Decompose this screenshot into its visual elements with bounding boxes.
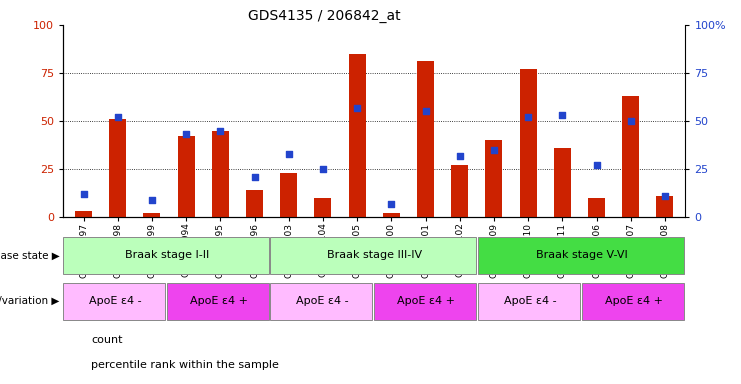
Text: genotype/variation ▶: genotype/variation ▶ — [0, 296, 59, 306]
Bar — [63, 283, 165, 320]
Point — [146, 197, 158, 203]
Point — [78, 191, 90, 197]
Point — [214, 127, 226, 134]
Bar — [478, 283, 580, 320]
Bar — [314, 198, 331, 217]
Point — [180, 131, 192, 137]
Text: ApoE ε4 -: ApoE ε4 - — [503, 296, 556, 306]
Point — [419, 108, 431, 114]
Text: disease state ▶: disease state ▶ — [0, 250, 59, 260]
Point — [453, 152, 465, 159]
Bar — [348, 54, 365, 217]
Point — [283, 151, 295, 157]
Bar — [519, 69, 536, 217]
Text: Braak stage I-II: Braak stage I-II — [124, 250, 209, 260]
Bar — [383, 213, 400, 217]
Bar — [622, 96, 639, 217]
Point — [385, 200, 397, 207]
Point — [351, 104, 363, 111]
Text: ApoE ε4 -: ApoE ε4 - — [88, 296, 142, 306]
Bar — [417, 61, 434, 217]
Bar — [178, 136, 195, 217]
Bar — [280, 173, 297, 217]
Text: Braak stage V-VI: Braak stage V-VI — [536, 250, 628, 260]
Point — [317, 166, 329, 172]
Point — [248, 174, 260, 180]
Bar — [582, 283, 684, 320]
Point — [625, 118, 637, 124]
Text: count: count — [91, 335, 123, 345]
Bar — [657, 196, 674, 217]
Bar — [246, 190, 263, 217]
Text: ApoE ε4 -: ApoE ε4 - — [296, 296, 349, 306]
Point — [522, 114, 534, 120]
Point — [488, 147, 500, 153]
Point — [556, 112, 568, 118]
Bar — [451, 165, 468, 217]
Text: Braak stage III-IV: Braak stage III-IV — [327, 250, 422, 260]
Bar — [143, 213, 161, 217]
Bar — [167, 283, 269, 320]
Bar — [588, 198, 605, 217]
Bar — [478, 237, 684, 274]
Text: ApoE ε4 +: ApoE ε4 + — [190, 296, 247, 306]
Bar — [109, 119, 126, 217]
Bar — [270, 283, 373, 320]
Point — [591, 162, 602, 168]
Bar — [554, 148, 571, 217]
Bar — [212, 131, 229, 217]
Text: percentile rank within the sample: percentile rank within the sample — [91, 360, 279, 370]
Point — [112, 114, 124, 120]
Bar — [270, 237, 476, 274]
Bar — [75, 211, 92, 217]
Bar — [63, 237, 269, 274]
Text: ApoE ε4 +: ApoE ε4 + — [605, 296, 662, 306]
Bar — [374, 283, 476, 320]
Point — [659, 193, 671, 199]
Text: ApoE ε4 +: ApoE ε4 + — [397, 296, 455, 306]
Bar — [485, 140, 502, 217]
Title: GDS4135 / 206842_at: GDS4135 / 206842_at — [248, 8, 401, 23]
